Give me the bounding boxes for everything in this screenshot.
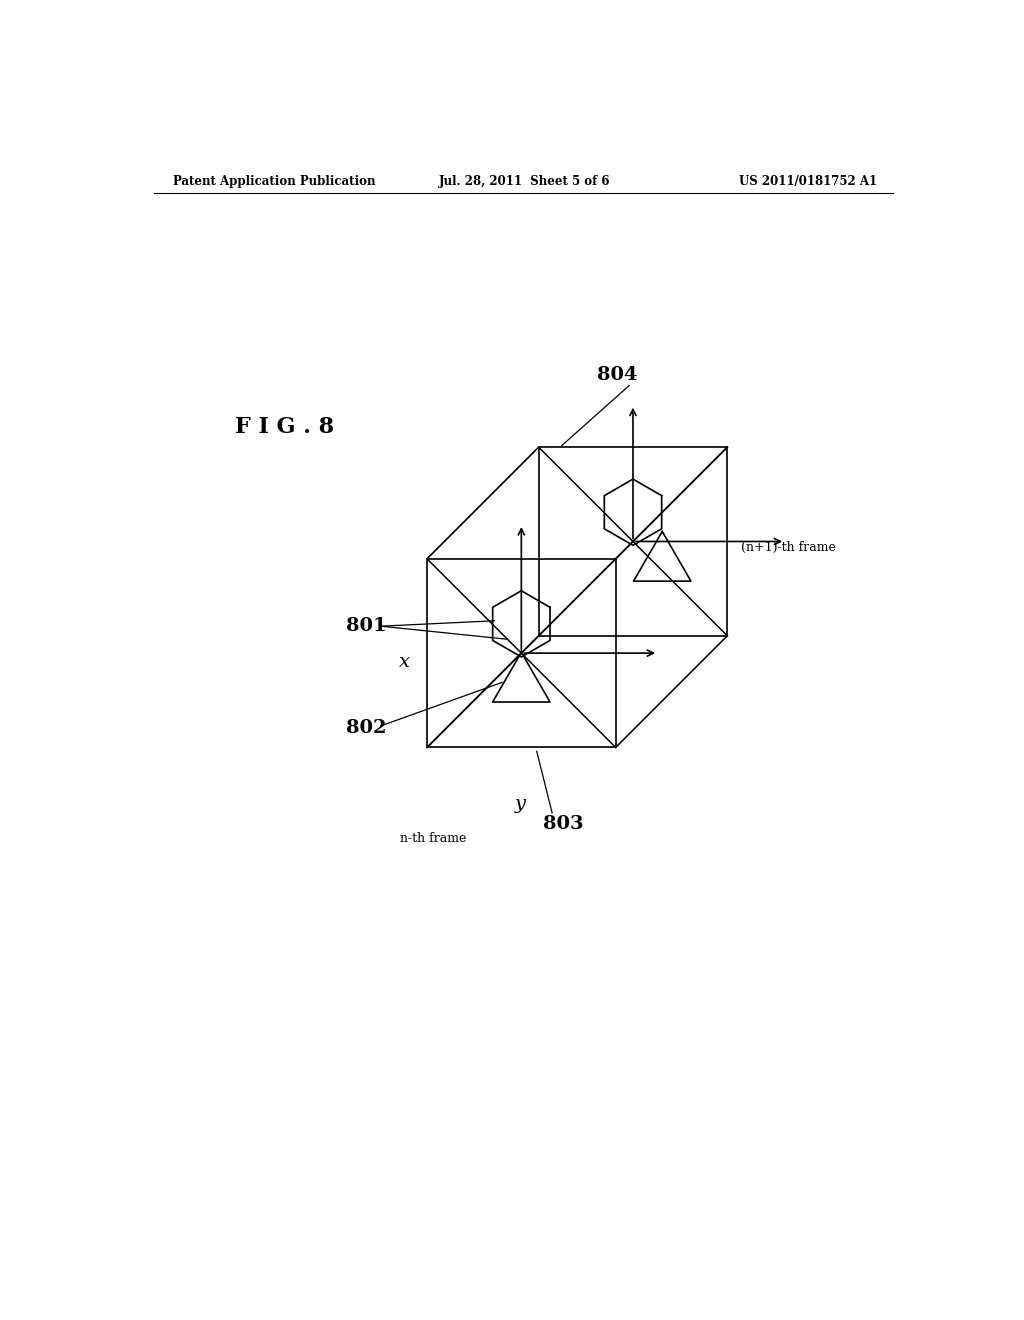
Text: y: y <box>514 795 525 813</box>
Text: Patent Application Publication: Patent Application Publication <box>173 176 376 189</box>
Text: x: x <box>399 653 410 672</box>
Text: 802: 802 <box>346 719 387 737</box>
Text: US 2011/0181752 A1: US 2011/0181752 A1 <box>739 176 878 189</box>
Text: Jul. 28, 2011  Sheet 5 of 6: Jul. 28, 2011 Sheet 5 of 6 <box>439 176 610 189</box>
Text: (n+1)-th frame: (n+1)-th frame <box>741 541 836 554</box>
Text: F I G . 8: F I G . 8 <box>234 416 334 438</box>
Text: 801: 801 <box>346 618 387 635</box>
Text: 803: 803 <box>544 816 584 833</box>
Text: n-th frame: n-th frame <box>400 832 467 845</box>
Text: 804: 804 <box>597 366 638 384</box>
